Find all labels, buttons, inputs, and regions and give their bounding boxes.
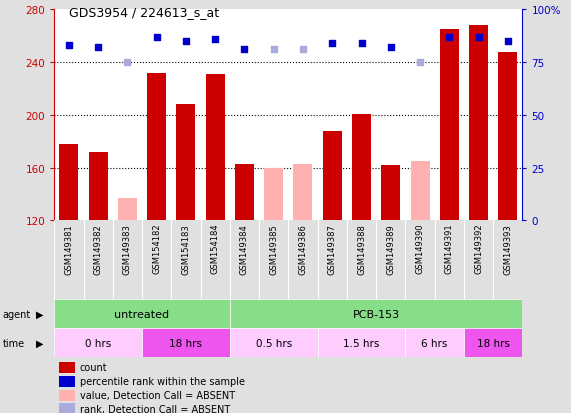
Bar <box>352 114 371 221</box>
Text: 18 hrs: 18 hrs <box>477 338 510 348</box>
Bar <box>176 105 195 221</box>
Text: 1.5 hrs: 1.5 hrs <box>343 338 380 348</box>
Point <box>416 59 425 66</box>
Point <box>94 45 103 52</box>
Bar <box>264 168 283 221</box>
Point <box>299 47 308 54</box>
Point <box>474 34 483 41</box>
Text: GSM149389: GSM149389 <box>386 223 395 274</box>
Point <box>211 36 220 43</box>
Bar <box>59 389 75 401</box>
Text: GSM149384: GSM149384 <box>240 223 249 274</box>
Bar <box>230 299 522 328</box>
Text: GSM149381: GSM149381 <box>65 223 74 274</box>
Bar <box>59 362 75 373</box>
Bar <box>59 376 75 387</box>
Bar <box>147 74 166 221</box>
Bar <box>323 131 342 221</box>
Text: GSM149388: GSM149388 <box>357 223 366 274</box>
Text: count: count <box>80 362 107 372</box>
Text: rank, Detection Call = ABSENT: rank, Detection Call = ABSENT <box>80 404 230 413</box>
Bar <box>118 199 137 221</box>
Bar <box>317 328 405 357</box>
Point <box>328 41 337 47</box>
Bar <box>235 164 254 221</box>
Text: GDS3954 / 224613_s_at: GDS3954 / 224613_s_at <box>69 6 219 19</box>
Bar <box>206 75 225 221</box>
Text: percentile rank within the sample: percentile rank within the sample <box>80 376 245 386</box>
Point <box>65 43 74 50</box>
Text: 0.5 hrs: 0.5 hrs <box>256 338 292 348</box>
Bar <box>469 26 488 221</box>
Text: GSM154182: GSM154182 <box>152 223 161 274</box>
Bar <box>405 328 464 357</box>
Bar <box>142 328 230 357</box>
Text: time: time <box>3 338 25 348</box>
Bar <box>59 404 75 413</box>
Text: PCB-153: PCB-153 <box>352 309 400 319</box>
Text: GSM149393: GSM149393 <box>503 223 512 274</box>
Text: GSM149392: GSM149392 <box>474 223 483 274</box>
Bar <box>411 162 429 221</box>
Text: GSM154183: GSM154183 <box>182 223 191 274</box>
Point <box>240 47 249 54</box>
Bar <box>293 164 312 221</box>
Bar <box>54 299 230 328</box>
Bar <box>464 328 522 357</box>
Bar <box>59 145 78 221</box>
Text: GSM149390: GSM149390 <box>416 223 425 274</box>
Text: GSM149383: GSM149383 <box>123 223 132 274</box>
Text: untreated: untreated <box>114 309 170 319</box>
Bar <box>54 328 142 357</box>
Text: GSM149385: GSM149385 <box>269 223 278 274</box>
Point <box>123 59 132 66</box>
Bar <box>440 30 459 221</box>
Text: GSM149387: GSM149387 <box>328 223 337 274</box>
Bar <box>230 328 317 357</box>
Point <box>269 47 278 54</box>
Text: 18 hrs: 18 hrs <box>170 338 203 348</box>
Bar <box>498 52 517 221</box>
Text: GSM149382: GSM149382 <box>94 223 103 274</box>
Text: GSM149386: GSM149386 <box>299 223 308 274</box>
Text: ▶: ▶ <box>36 309 43 319</box>
Bar <box>381 166 400 221</box>
Text: ▶: ▶ <box>36 338 43 348</box>
Point <box>182 39 191 45</box>
Text: GSM149391: GSM149391 <box>445 223 454 274</box>
Point <box>503 39 512 45</box>
Text: GSM154184: GSM154184 <box>211 223 220 274</box>
Text: value, Detection Call = ABSENT: value, Detection Call = ABSENT <box>80 390 235 400</box>
Bar <box>89 152 108 221</box>
Point <box>386 45 395 52</box>
Text: agent: agent <box>3 309 31 319</box>
Text: 6 hrs: 6 hrs <box>421 338 448 348</box>
Point <box>357 41 366 47</box>
Text: 0 hrs: 0 hrs <box>85 338 111 348</box>
Point <box>152 34 161 41</box>
Point <box>445 34 454 41</box>
